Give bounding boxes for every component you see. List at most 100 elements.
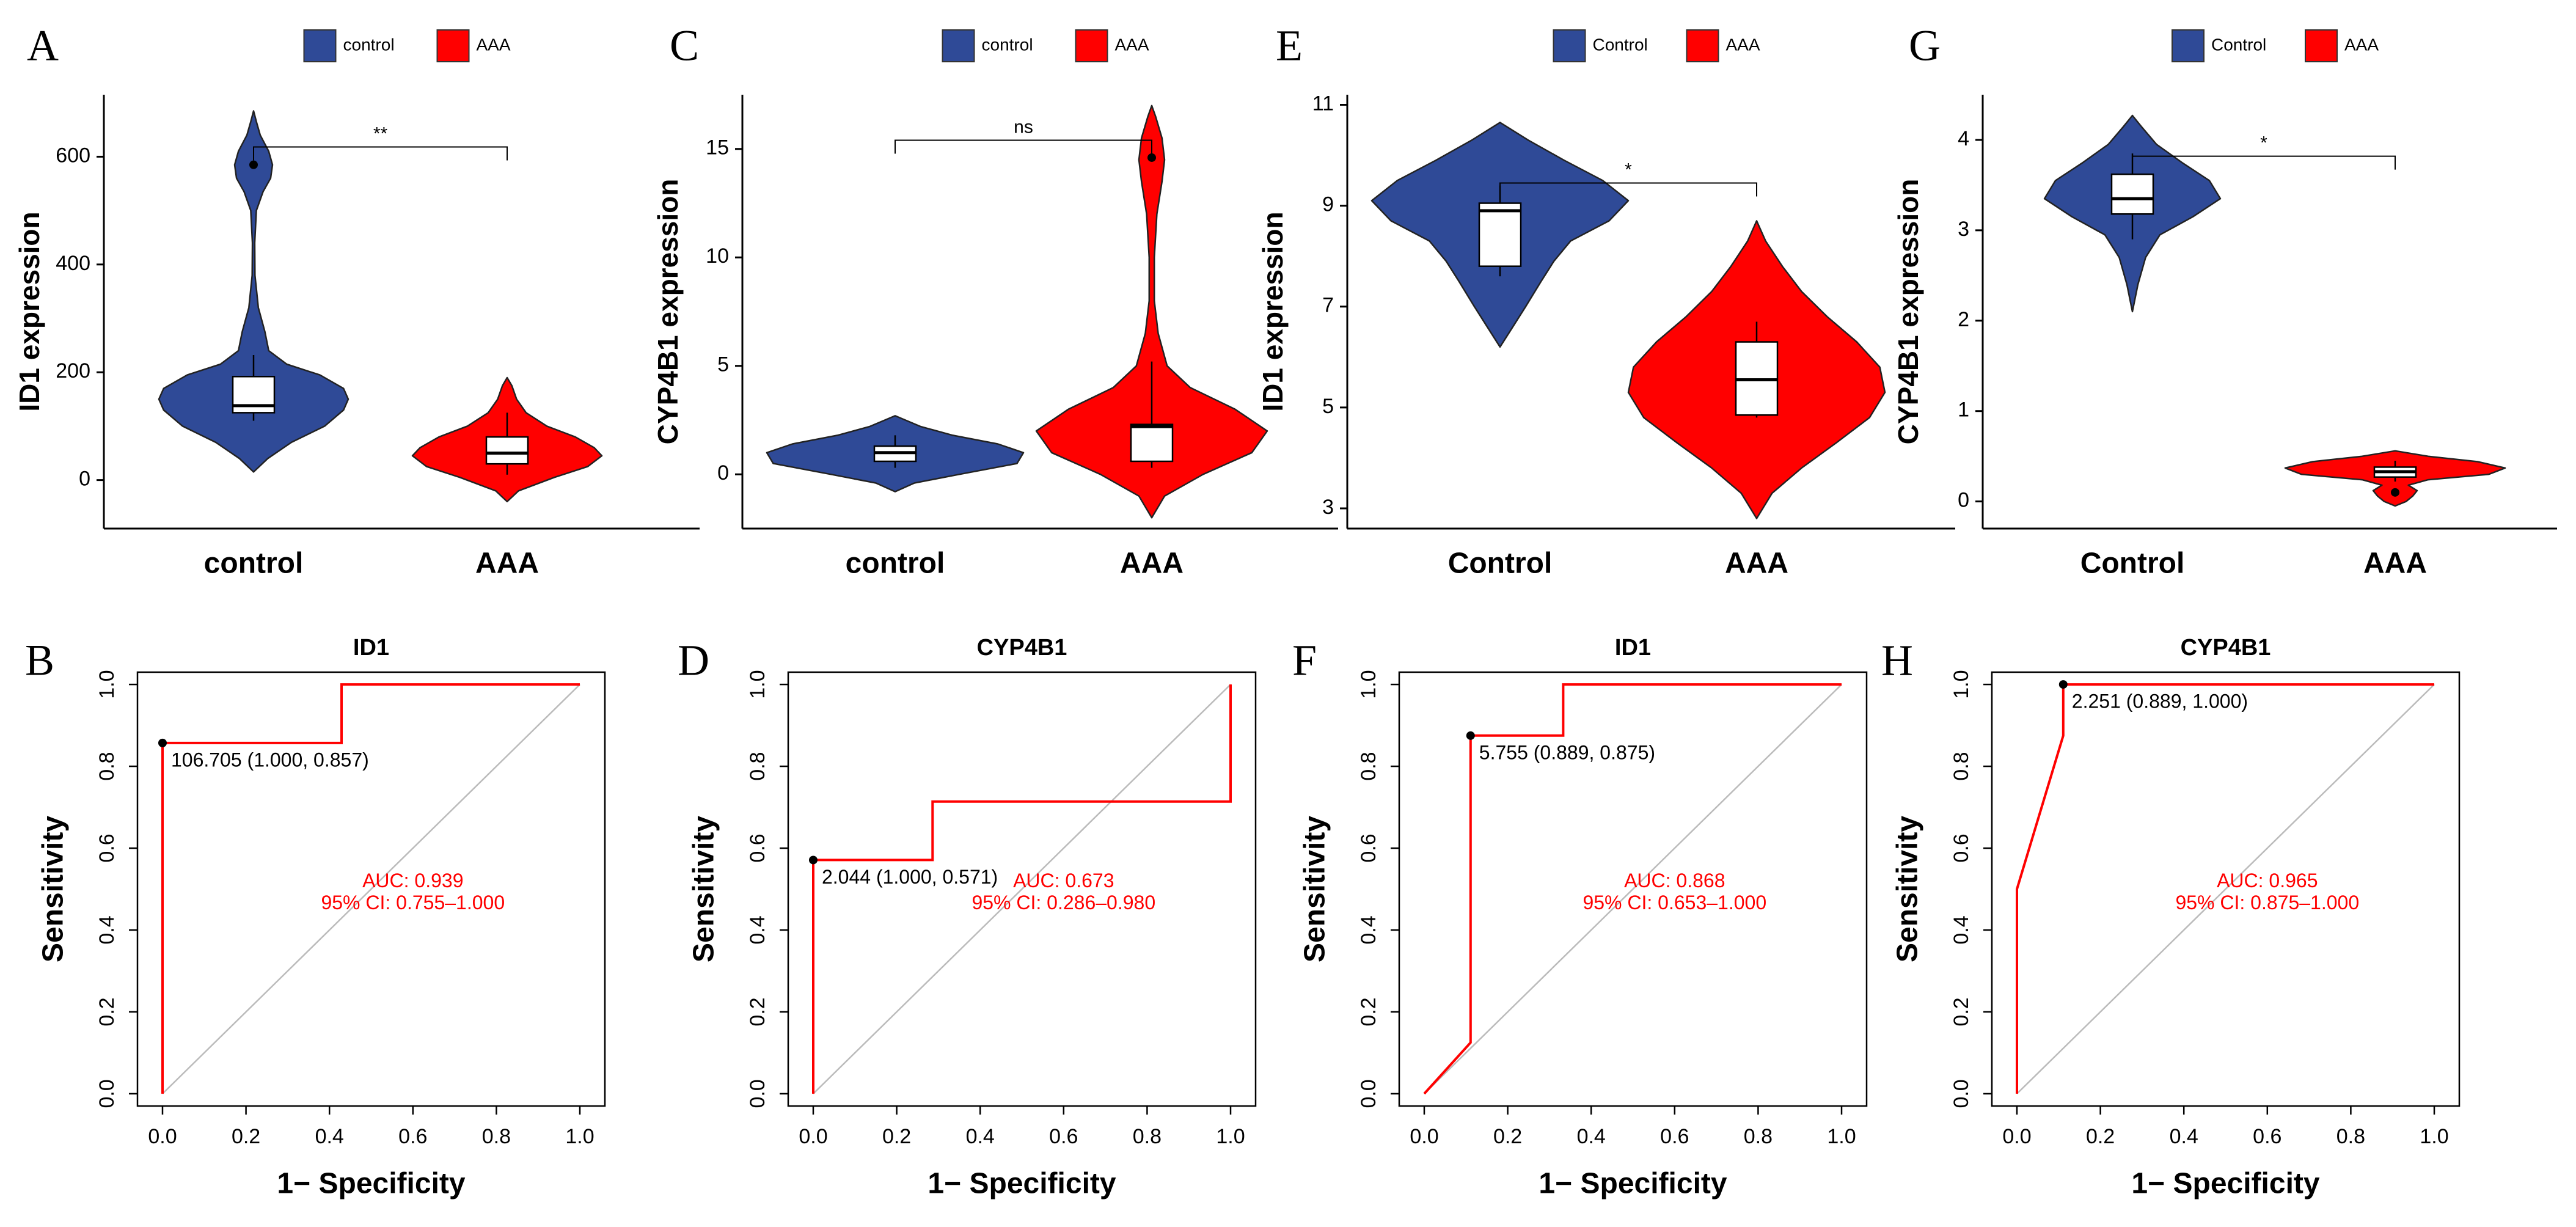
panel-letter-d: D <box>678 636 709 685</box>
x-tick-label: 0.4 <box>1577 1125 1606 1148</box>
significance-label: ** <box>373 123 388 144</box>
x-tick-label: 0.8 <box>1133 1125 1162 1148</box>
legend-swatch-g-control <box>2172 29 2205 62</box>
y-tick-label: 400 <box>56 252 90 275</box>
plot-frame <box>1991 671 2461 1107</box>
threshold-label: 2.044 (1.000, 0.571) <box>822 866 998 888</box>
x-tick-label: 0.0 <box>1410 1125 1438 1148</box>
y-tick-label: 0.2 <box>1357 997 1380 1026</box>
significance-bracket <box>253 146 508 161</box>
legend-label: AAA <box>2344 35 2379 54</box>
significance-label: ns <box>1014 117 1033 137</box>
y-tick-label: 0.4 <box>746 915 769 944</box>
y-tick-label: 5 <box>1322 395 1334 418</box>
chart-title: ID1 <box>353 635 389 661</box>
x-tick-label: AAA <box>475 548 539 580</box>
y-tick-label: 0.0 <box>746 1079 769 1108</box>
plot-frame <box>787 671 1257 1107</box>
y-tick-label: 0.8 <box>95 752 119 780</box>
x-tick-label: 0.6 <box>2253 1125 2281 1148</box>
x-tick-label: 0.6 <box>1660 1125 1689 1148</box>
x-tick-label: 0.4 <box>2170 1125 2198 1148</box>
panel-letter-a: A <box>27 21 59 70</box>
y-axis-label: ID1 expression <box>13 211 45 411</box>
plot-frame <box>136 671 606 1107</box>
roc-curve-d <box>812 684 1232 1094</box>
legend-swatch-a-aaa <box>436 29 470 62</box>
y-axis-label: Sensitivity <box>688 816 720 962</box>
legend-label: control <box>982 35 1033 54</box>
x-tick-label: 0.6 <box>398 1125 427 1148</box>
legend-swatch-e-aaa <box>1686 29 1719 62</box>
panel-letter-e: E <box>1276 21 1303 70</box>
x-axis-label: 1− Specificity <box>2131 1168 2319 1200</box>
significance-label: * <box>1625 159 1632 180</box>
y-axis-label: ID1 expression <box>1257 211 1289 411</box>
ci-label: 95% CI: 0.653–1.000 <box>1583 892 1766 914</box>
panel-letter-g: G <box>1909 21 1941 70</box>
violin-a-0 <box>158 110 349 473</box>
y-tick-label: 2 <box>1958 308 1969 331</box>
y-tick-label: 0.6 <box>746 833 769 862</box>
x-tick-label: 0.4 <box>966 1125 995 1148</box>
y-axis-label: Sensitivity <box>37 816 70 962</box>
panel-letter-h: H <box>1881 636 1913 685</box>
legend-label: AAA <box>1726 35 1760 54</box>
x-tick-label: 0.8 <box>2336 1125 2365 1148</box>
ci-label: 95% CI: 0.875–1.000 <box>2175 892 2359 914</box>
significance-bracket <box>1499 182 1757 197</box>
y-tick-label: 3 <box>1322 496 1334 519</box>
significance-label: * <box>2260 133 2267 153</box>
y-tick-label: 0.4 <box>1357 915 1380 944</box>
box-a-1 <box>485 436 529 465</box>
x-tick-label: control <box>204 548 304 580</box>
threshold-point <box>1466 731 1475 740</box>
chart-title: CYP4B1 <box>2181 635 2271 661</box>
y-axis-label: CYP4B1 expression <box>652 179 684 445</box>
threshold-label: 5.755 (0.889, 0.875) <box>1479 741 1655 763</box>
x-tick-label: Control <box>2080 548 2185 580</box>
x-tick-label: 1.0 <box>1827 1125 1856 1148</box>
y-tick-label: 600 <box>56 144 90 167</box>
y-tick-label: 0 <box>1958 489 1969 512</box>
y-tick-label: 0.2 <box>95 997 119 1026</box>
x-tick-label: 0.8 <box>482 1125 511 1148</box>
y-tick-label: 0.0 <box>95 1079 119 1108</box>
outlier-point <box>1147 153 1156 162</box>
x-tick-label: 0.8 <box>1744 1125 1773 1148</box>
y-tick-label: 1.0 <box>1357 670 1380 698</box>
x-tick-label: control <box>846 548 945 580</box>
x-axis-label: 1− Specificity <box>928 1168 1116 1200</box>
x-tick-label: 0.0 <box>2002 1125 2031 1148</box>
threshold-label: 2.251 (0.889, 1.000) <box>2072 690 2248 712</box>
y-tick-label: 0.6 <box>95 833 119 862</box>
x-tick-label: 0.2 <box>1493 1125 1522 1148</box>
x-tick-label: 0.2 <box>2086 1125 2115 1148</box>
legend-swatch-a-control <box>303 29 337 62</box>
x-tick-label: 0.2 <box>232 1125 260 1148</box>
y-tick-label: 0 <box>79 467 90 491</box>
panel-letter-f: F <box>1292 636 1317 685</box>
x-tick-label: AAA <box>1120 548 1184 580</box>
y-tick-label: 0.8 <box>746 752 769 780</box>
y-tick-label: 10 <box>706 244 729 268</box>
x-tick-label: 1.0 <box>2420 1125 2448 1148</box>
y-tick-label: 15 <box>706 136 729 159</box>
significance-bracket <box>2132 155 2396 170</box>
legend-label: control <box>343 35 395 54</box>
box-a-0 <box>232 376 276 414</box>
y-tick-label: 200 <box>56 359 90 383</box>
box-g-0 <box>2110 173 2154 215</box>
significance-bracket <box>895 139 1152 154</box>
legend-label: Control <box>2211 35 2266 54</box>
x-axis-label: 1− Specificity <box>277 1168 465 1200</box>
y-tick-label: 0.0 <box>1950 1079 1973 1108</box>
threshold-point <box>158 738 167 747</box>
box-e-0 <box>1478 202 1522 267</box>
x-tick-label: Control <box>1448 548 1553 580</box>
y-tick-label: 0.8 <box>1950 752 1973 780</box>
y-tick-label: 3 <box>1958 218 1969 241</box>
y-tick-label: 0.2 <box>746 997 769 1026</box>
y-tick-label: 4 <box>1958 127 1969 150</box>
